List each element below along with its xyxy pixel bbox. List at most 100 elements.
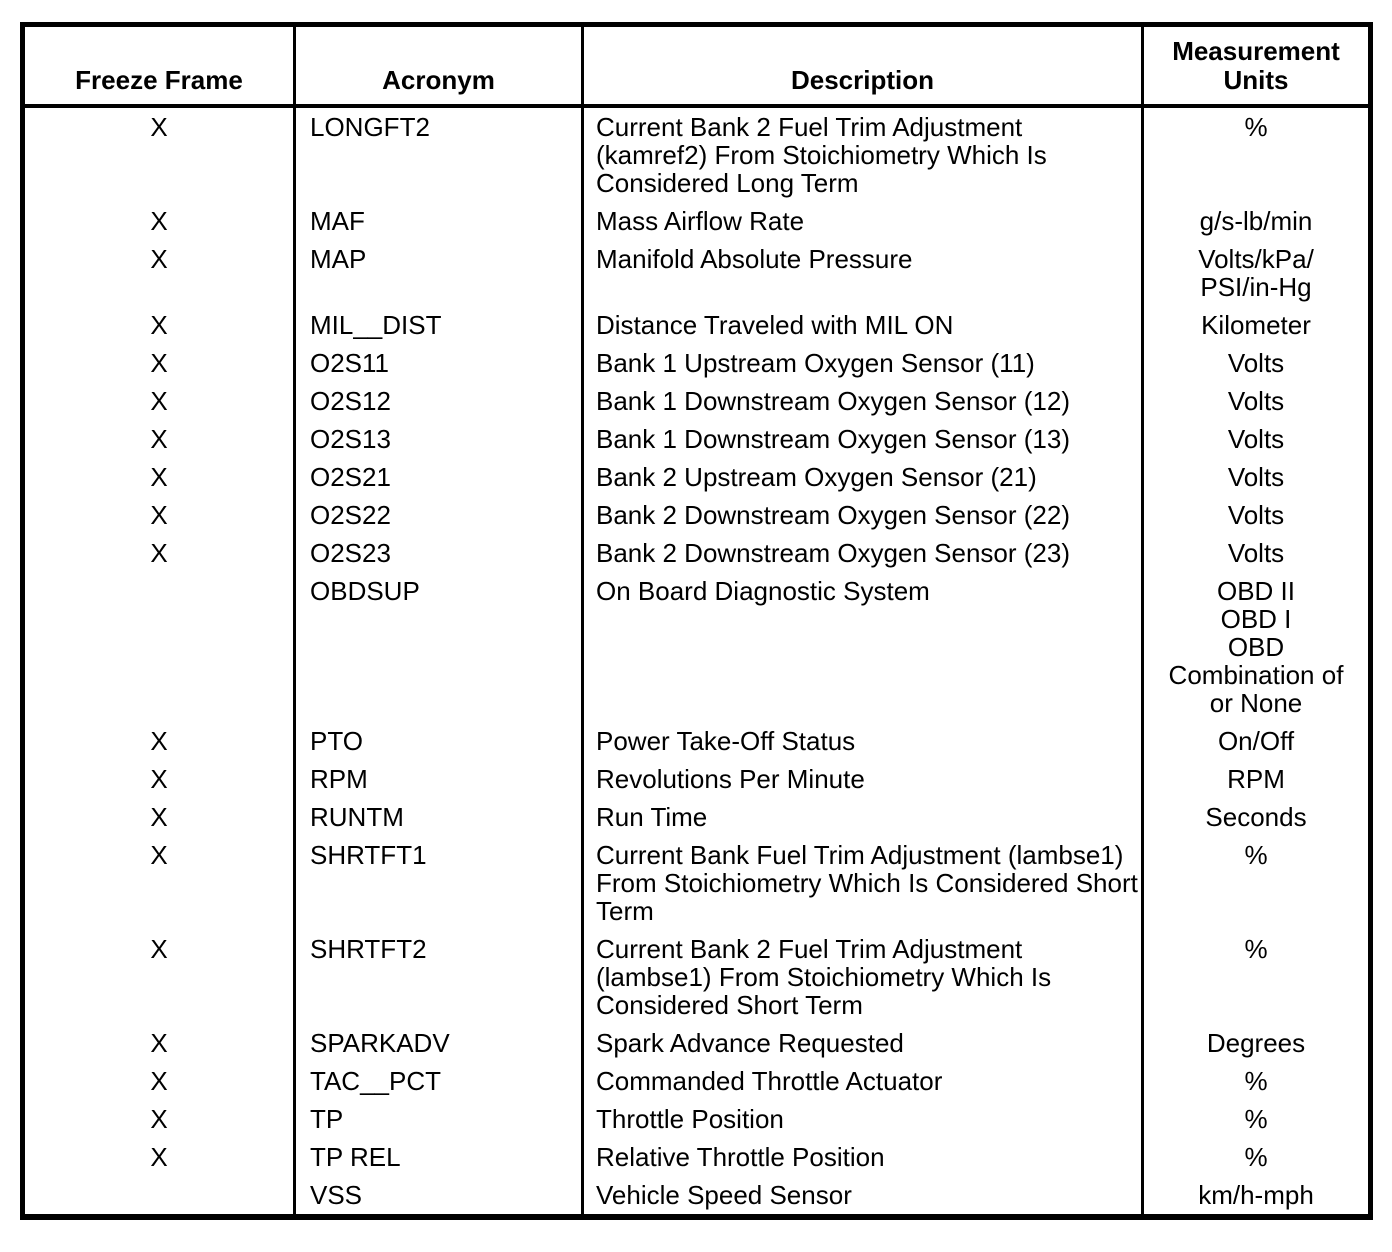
- acronym-cell: O2S23: [293, 534, 583, 572]
- description-cell: Vehicle Speed Sensor: [581, 1176, 1143, 1217]
- description-cell: Power Take-Off Status: [581, 722, 1143, 760]
- acronym-cell: O2S22: [293, 496, 583, 534]
- units-cell: Volts/kPa/ PSI/in-Hg: [1141, 240, 1371, 306]
- description-cell: Throttle Position: [581, 1100, 1143, 1138]
- table-header: Freeze Frame Acronym Description Measure…: [22, 24, 1371, 108]
- freeze-frame-cell: X: [150, 726, 168, 756]
- description-cell: Current Bank 2 Fuel Trim Adjustment (lam…: [581, 930, 1143, 1024]
- table-row: X SHRTFT2 Current Bank 2 Fuel Trim Adjustm…: [23, 930, 1371, 1024]
- units-cell: Volts: [1141, 496, 1371, 534]
- table-row: X O2S23 Bank 2 Downstream Oxygen Sensor (2…: [23, 534, 1371, 572]
- acronym-cell: SPARKADV: [293, 1024, 583, 1062]
- description-cell: Mass Airflow Rate: [581, 202, 1143, 240]
- table-row: X TP Throttle Position%: [23, 1100, 1371, 1138]
- acronym-cell: O2S13: [293, 420, 583, 458]
- description-cell: Bank 2 Downstream Oxygen Sensor (23): [581, 534, 1143, 572]
- freeze-frame-cell: X: [150, 500, 168, 530]
- acronym-cell: MAF: [293, 202, 583, 240]
- units-cell: %: [1141, 1062, 1371, 1100]
- units-cell: %: [1141, 930, 1371, 1024]
- table-row: X MAP Manifold Absolute Pressure Volts/kPa/…: [23, 240, 1371, 306]
- table-row: X LONGFT2 Current Bank 2 Fuel Trim Adjustm…: [23, 106, 1371, 202]
- freeze-frame-cell: X: [150, 310, 168, 340]
- description-cell: Bank 1 Upstream Oxygen Sensor (11): [581, 344, 1143, 382]
- parameter-table: Freeze Frame Acronym Description Measure…: [20, 22, 1373, 1220]
- freeze-frame-cell: X: [150, 1028, 168, 1058]
- acronym-cell: LONGFT2: [293, 106, 583, 202]
- description-cell: Current Bank Fuel Trim Adjustment (lambs…: [581, 836, 1143, 930]
- freeze-frame-cell: X: [150, 934, 168, 964]
- description-cell: Bank 2 Upstream Oxygen Sensor (21): [581, 458, 1143, 496]
- table-row: X TAC__PCT Commanded Throttle Actuator%: [23, 1062, 1371, 1100]
- units-cell: Volts: [1141, 344, 1371, 382]
- acronym-cell: RPM: [293, 760, 583, 798]
- freeze-frame-cell: X: [150, 348, 168, 378]
- table-row: OBDSUP On Board Diagnostic System OBD II O…: [23, 572, 1371, 722]
- freeze-frame-cell: X: [150, 424, 168, 454]
- freeze-frame-cell: X: [150, 1104, 168, 1134]
- freeze-frame-cell: X: [150, 764, 168, 794]
- freeze-frame-cell: X: [150, 538, 168, 568]
- table-row: X O2S22 Bank 2 Downstream Oxygen Sensor (2…: [23, 496, 1371, 534]
- table-row: X MAF Mass Airflow Rate g/s-lb/min: [23, 202, 1371, 240]
- header-acronym: Acronym: [293, 24, 583, 108]
- acronym-cell: PTO: [293, 722, 583, 760]
- description-cell: Revolutions Per Minute: [581, 760, 1143, 798]
- acronym-cell: O2S11: [293, 344, 583, 382]
- acronym-cell: TP: [293, 1100, 583, 1138]
- table-row: X MIL__DIST Distance Traveled with MIL ON K…: [23, 306, 1371, 344]
- table-row: X O2S13 Bank 1 Downstream Oxygen Sensor (1…: [23, 420, 1371, 458]
- units-cell: OBD II OBD I OBD Combination of or None: [1141, 572, 1371, 722]
- units-cell: %: [1141, 1138, 1371, 1176]
- header-freeze-frame: Freeze Frame: [22, 24, 295, 108]
- header-row: Freeze Frame Acronym Description Measure…: [22, 24, 1371, 108]
- table-row: VSS Vehicle Speed Sensor km/h-mph: [23, 1176, 1371, 1217]
- acronym-cell: MAP: [293, 240, 583, 306]
- description-cell: Bank 2 Downstream Oxygen Sensor (22): [581, 496, 1143, 534]
- description-cell: Relative Throttle Position: [581, 1138, 1143, 1176]
- freeze-frame-cell: X: [150, 386, 168, 416]
- document-page: Freeze Frame Acronym Description Measure…: [0, 22, 1392, 1252]
- units-cell: %: [1141, 1100, 1371, 1138]
- freeze-frame-cell: X: [150, 112, 168, 142]
- description-cell: Bank 1 Downstream Oxygen Sensor (12): [581, 382, 1143, 420]
- description-cell: Spark Advance Requested: [581, 1024, 1143, 1062]
- description-cell: Commanded Throttle Actuator: [581, 1062, 1143, 1100]
- acronym-cell: SHRTFT1: [293, 836, 583, 930]
- table-row: X O2S11 Bank 1 Upstream Oxygen Sensor (11)…: [23, 344, 1371, 382]
- acronym-cell: VSS: [293, 1176, 583, 1217]
- freeze-frame-cell: X: [150, 802, 168, 832]
- table-row: X PTO Power Take-Off Status On/Off: [23, 722, 1371, 760]
- freeze-frame-cell: X: [150, 244, 168, 274]
- units-cell: g/s-lb/min: [1141, 202, 1371, 240]
- units-cell: RPM: [1141, 760, 1371, 798]
- freeze-frame-cell: X: [150, 1066, 168, 1096]
- header-description: Description: [581, 24, 1143, 108]
- units-cell: Seconds: [1141, 798, 1371, 836]
- freeze-frame-cell: X: [150, 462, 168, 492]
- description-cell: Bank 1 Downstream Oxygen Sensor (13): [581, 420, 1143, 458]
- description-cell: On Board Diagnostic System: [581, 572, 1143, 722]
- table-row: X TP REL Relative Throttle Position%: [23, 1138, 1371, 1176]
- freeze-frame-cell: [23, 572, 295, 722]
- freeze-frame-cell: X: [150, 206, 168, 236]
- units-cell: Volts: [1141, 458, 1371, 496]
- table-body: X LONGFT2 Current Bank 2 Fuel Trim Adjustm…: [23, 106, 1371, 1217]
- acronym-cell: RUNTM: [293, 798, 583, 836]
- acronym-cell: MIL__DIST: [293, 306, 583, 344]
- table-row: X O2S21 Bank 2 Upstream Oxygen Sensor (21)…: [23, 458, 1371, 496]
- freeze-frame-cell: [23, 1176, 295, 1217]
- table-row: X RPM Revolutions Per Minute RPM: [23, 760, 1371, 798]
- acronym-cell: TAC__PCT: [293, 1062, 583, 1100]
- acronym-cell: SHRTFT2: [293, 930, 583, 1024]
- freeze-frame-cell: X: [150, 1142, 168, 1172]
- table-row: X RUNTM Run Time Seconds: [23, 798, 1371, 836]
- acronym-cell: O2S21: [293, 458, 583, 496]
- description-cell: Current Bank 2 Fuel Trim Adjustment (kam…: [581, 106, 1143, 202]
- units-cell: %: [1141, 106, 1371, 202]
- acronym-cell: OBDSUP: [293, 572, 583, 722]
- units-cell: %: [1141, 836, 1371, 930]
- units-cell: km/h-mph: [1141, 1176, 1371, 1217]
- units-cell: Volts: [1141, 534, 1371, 572]
- units-cell: Volts: [1141, 382, 1371, 420]
